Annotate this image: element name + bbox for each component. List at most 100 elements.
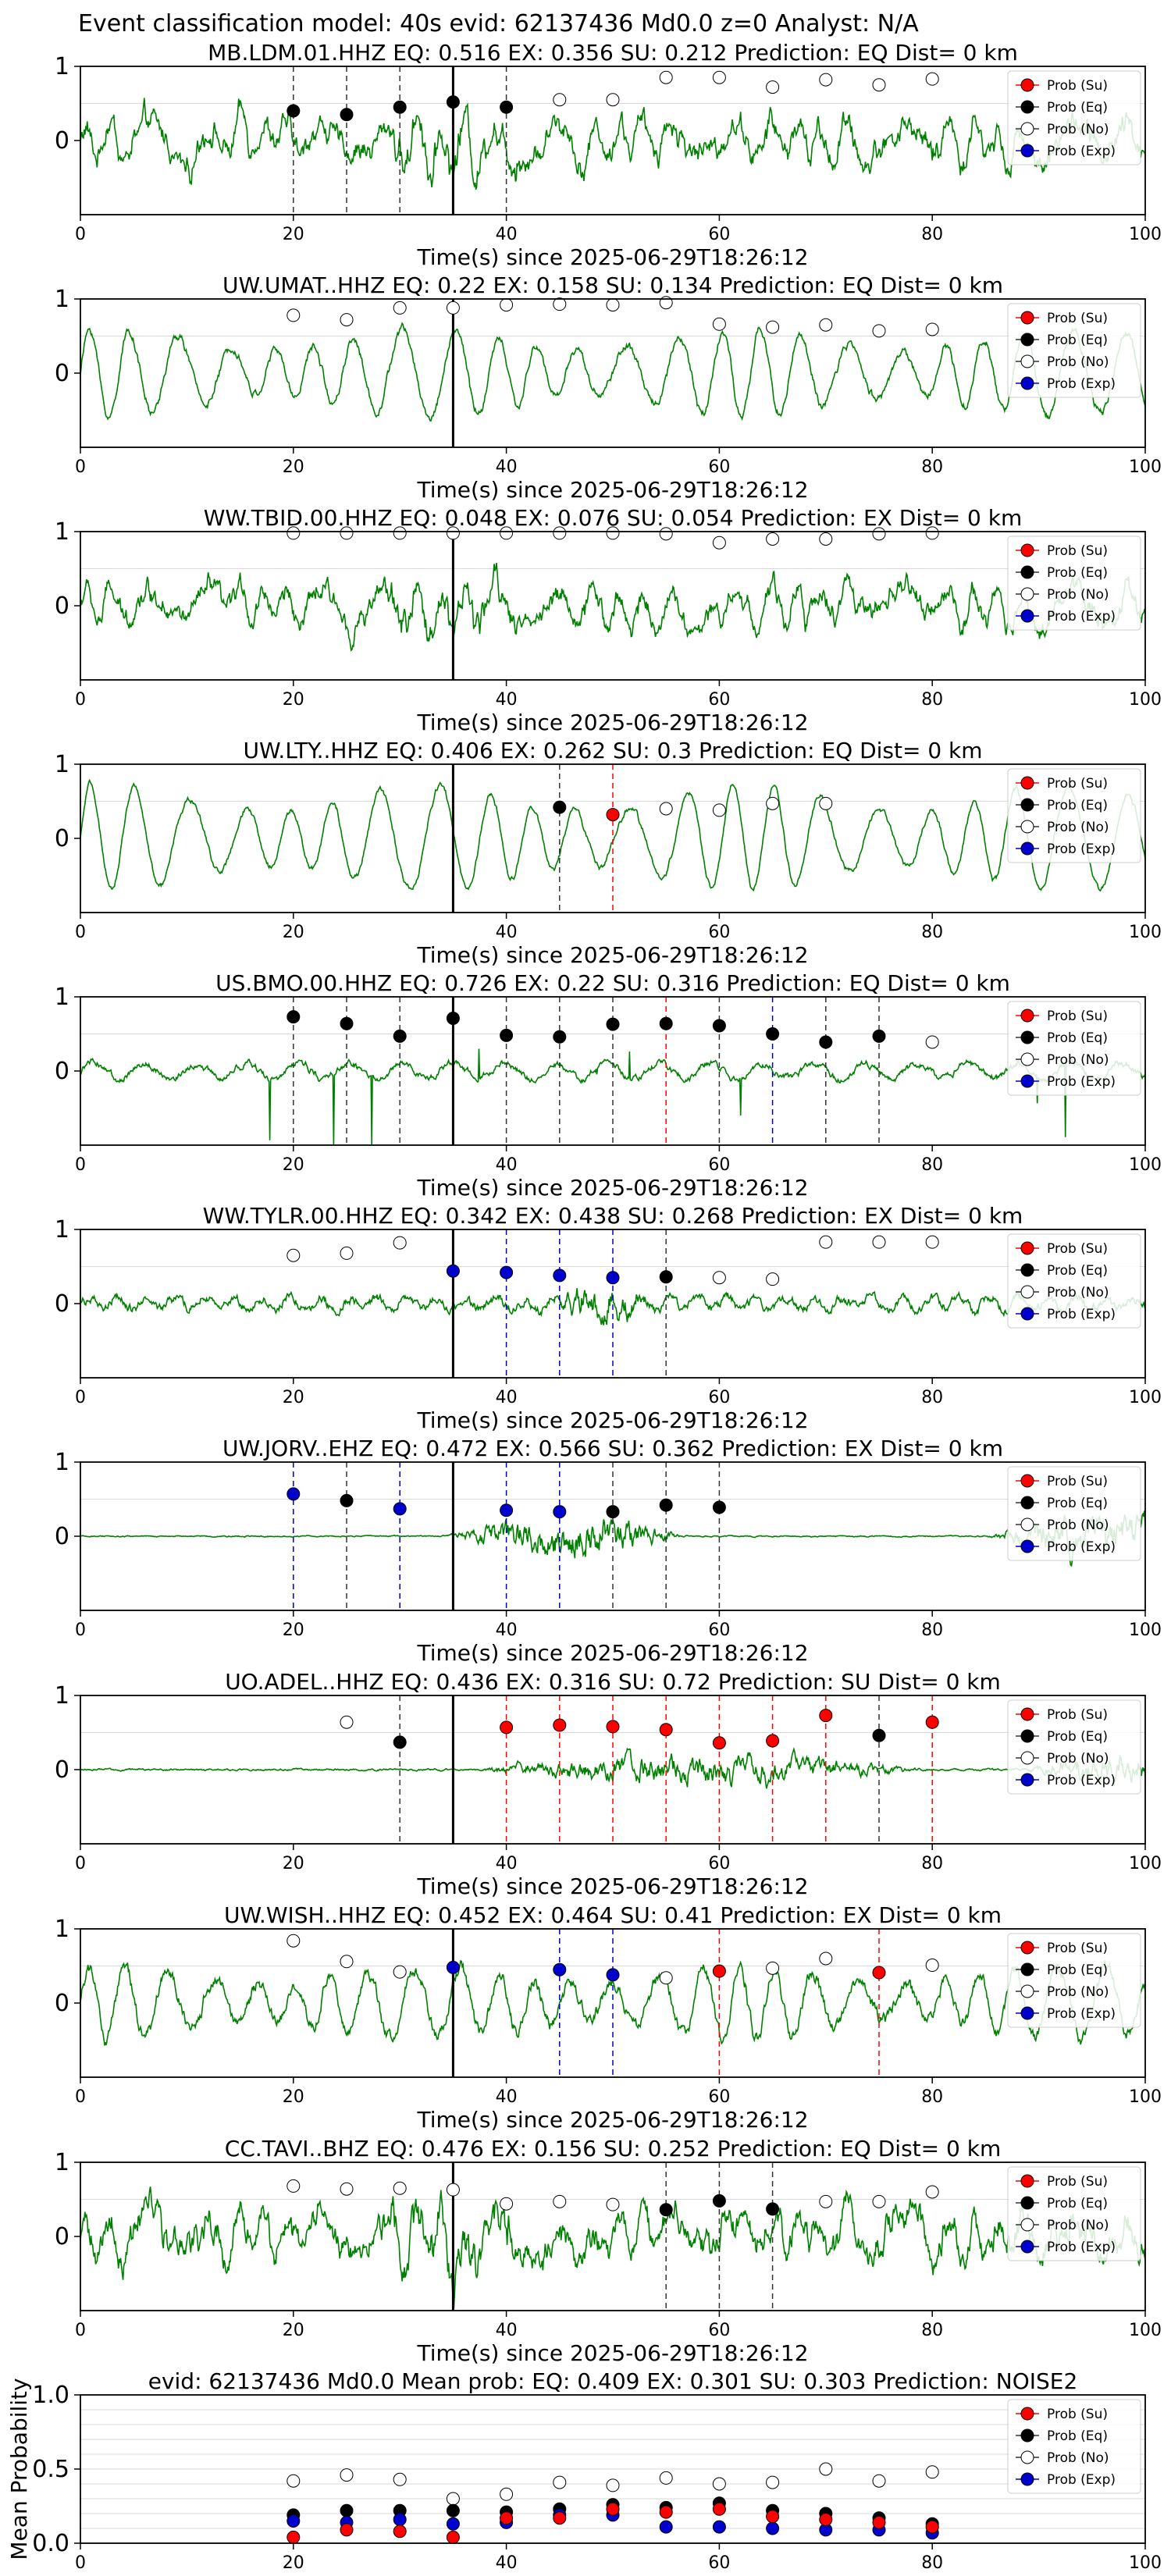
point-eq <box>659 1016 673 1030</box>
legend-marker-su <box>1020 2174 1034 2188</box>
legend-marker-su <box>1020 1707 1034 1721</box>
y-tick-label: 1 <box>55 1216 69 1244</box>
x-tick-label: 60 <box>708 1621 730 1640</box>
point-su <box>553 2511 567 2525</box>
point-no <box>340 526 354 540</box>
y-tick-label: 1 <box>55 53 69 80</box>
point-exp <box>606 1968 620 1982</box>
y-tick-label: 1 <box>55 518 69 546</box>
point-no <box>925 2185 939 2199</box>
point-no <box>500 526 514 540</box>
x-tick-label: 0 <box>75 457 86 477</box>
point-no <box>606 2478 620 2492</box>
legend-label-exp: Prob (Exp) <box>1047 1539 1116 1555</box>
y-tick-label: 0 <box>55 1990 69 2017</box>
point-no <box>766 80 780 94</box>
legend-label-su: Prob (Su) <box>1047 776 1108 792</box>
legend-label-su: Prob (Su) <box>1047 2174 1108 2190</box>
point-exp <box>553 1505 567 1519</box>
point-eq <box>393 100 407 114</box>
legend-marker-exp <box>1020 1773 1034 1787</box>
legend-marker-eq <box>1020 798 1034 812</box>
legend-label-eq: Prob (Eq) <box>1047 1263 1108 1279</box>
point-no <box>925 72 939 86</box>
x-tick-label: 80 <box>921 923 943 942</box>
point-su <box>819 2513 833 2527</box>
point-no <box>872 527 886 541</box>
station-panel-9: CC.TAVI..BHZ EQ: 0.476 EX: 0.156 SU: 0.2… <box>55 2136 1162 2366</box>
y-axis-label: Mean Probability <box>6 2378 32 2560</box>
panel-title: UO.ADEL..HHZ EQ: 0.436 EX: 0.316 SU: 0.7… <box>225 1669 1001 1695</box>
point-no <box>606 526 620 540</box>
point-eq <box>287 104 301 118</box>
x-tick-label: 0 <box>75 1388 86 1407</box>
point-no <box>925 2465 939 2479</box>
point-no <box>659 1971 673 1985</box>
legend-marker-eq <box>1020 1263 1034 1277</box>
point-no <box>446 2492 460 2506</box>
point-exp <box>287 1487 301 1501</box>
legend-marker-su <box>1020 776 1034 790</box>
point-su <box>712 1736 726 1750</box>
panel-title: UW.UMAT..HHZ EQ: 0.22 EX: 0.158 SU: 0.13… <box>222 272 1003 298</box>
point-exp <box>766 2521 780 2535</box>
legend-marker-su <box>1020 311 1034 325</box>
point-no <box>819 73 833 87</box>
point-eq <box>553 800 567 814</box>
point-no <box>819 1952 833 1966</box>
point-no <box>872 78 886 92</box>
legend-label-exp: Prob (Exp) <box>1047 2240 1116 2255</box>
x-tick-label: 100 <box>1129 2321 1162 2340</box>
legend-label-eq: Prob (Eq) <box>1047 1030 1108 1046</box>
point-no <box>340 1715 354 1729</box>
station-panel-0: MB.LDM.01.HHZ EQ: 0.516 EX: 0.356 SU: 0.… <box>55 40 1162 270</box>
axes-frame <box>80 1229 1146 1379</box>
legend-marker-eq <box>1020 100 1034 114</box>
x-tick-label: 80 <box>921 225 943 244</box>
point-su <box>712 2502 726 2516</box>
point-no <box>553 2194 567 2208</box>
axes-frame <box>80 1695 1146 1845</box>
point-no <box>925 526 939 540</box>
panel-title: CC.TAVI..BHZ EQ: 0.476 EX: 0.156 SU: 0.2… <box>225 2136 1001 2161</box>
point-eq <box>872 1029 886 1043</box>
point-eq <box>872 1728 886 1742</box>
station-panel-5: WW.TYLR.00.HHZ EQ: 0.342 EX: 0.438 SU: 0… <box>55 1203 1162 1433</box>
point-no <box>340 2468 354 2482</box>
legend-label-su: Prob (Su) <box>1047 2407 1108 2422</box>
x-tick-label: 40 <box>496 2321 518 2340</box>
x-tick-label: 20 <box>283 923 304 942</box>
point-no <box>872 1235 886 1249</box>
x-tick-label: 0 <box>75 225 86 244</box>
station-panel-7: UO.ADEL..HHZ EQ: 0.436 EX: 0.316 SU: 0.7… <box>55 1669 1162 1899</box>
station-panel-2: WW.TBID.00.HHZ EQ: 0.048 EX: 0.076 SU: 0… <box>55 505 1162 735</box>
point-eq <box>500 100 514 114</box>
legend-marker-no <box>1020 122 1034 136</box>
point-no <box>500 2487 514 2501</box>
point-exp <box>287 2514 301 2528</box>
legend-label-exp: Prob (Exp) <box>1047 841 1116 857</box>
x-tick-label: 80 <box>921 690 943 710</box>
axes-frame <box>80 2394 1146 2544</box>
point-exp <box>446 2517 460 2531</box>
station-panel-3: UW.LTY..HHZ EQ: 0.406 EX: 0.262 SU: 0.3 … <box>55 738 1162 968</box>
point-no <box>819 532 833 546</box>
point-no <box>712 317 726 331</box>
x-axis-label: Time(s) since 2025-06-29T18:26:12 <box>416 477 808 503</box>
y-tick-label: 0 <box>55 1523 69 1550</box>
axes-frame <box>80 1461 1146 1611</box>
legend-label-su: Prob (Su) <box>1047 311 1108 326</box>
legend-label-exp: Prob (Exp) <box>1047 1773 1116 1788</box>
point-no <box>606 298 620 312</box>
point-no <box>340 2182 354 2196</box>
y-tick-label: 0.5 <box>32 2456 69 2483</box>
panel-title: UW.LTY..HHZ EQ: 0.406 EX: 0.262 SU: 0.3 … <box>243 738 982 763</box>
point-eq <box>659 1498 673 1512</box>
legend-marker-exp <box>1020 1074 1034 1088</box>
y-tick-label: 0.0 <box>32 2530 69 2557</box>
point-no <box>553 297 567 311</box>
point-su <box>500 1720 514 1735</box>
legend-box <box>1007 1699 1141 1795</box>
x-tick-label: 40 <box>496 690 518 710</box>
legend-marker-exp <box>1020 2472 1034 2486</box>
